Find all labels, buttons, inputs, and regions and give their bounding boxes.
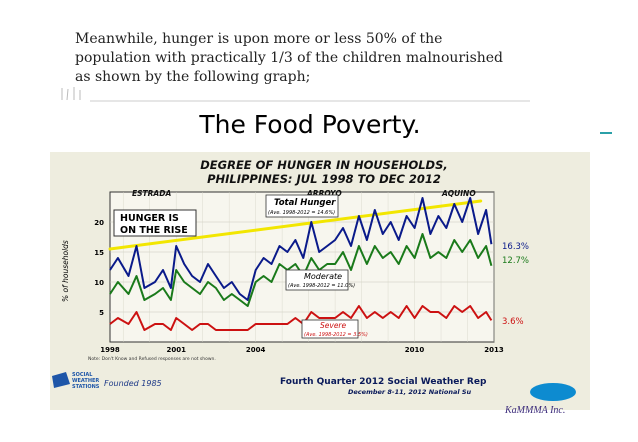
sws-logo: SOCIAL WEATHER STATIONS — [52, 372, 100, 390]
severe-label-box — [301, 319, 359, 339]
moderate-average: (Ave. 1998-2012 = 11.0%) — [288, 283, 355, 289]
y-tick-label: 20 — [94, 219, 104, 227]
total-hunger-label: Total Hunger — [274, 198, 336, 208]
x-tick-label: 2013 — [484, 346, 504, 354]
slide-title: The Food Poverty. — [199, 110, 421, 139]
y-axis-label: % of households — [61, 240, 70, 302]
x-tick-label: 2010 — [405, 346, 425, 354]
sws-logo-mark — [52, 372, 70, 388]
end-label-moderate: 12.7% — [502, 256, 529, 266]
series-line-total-hunger — [109, 197, 493, 301]
sws-logo-text-1: SOCIAL — [72, 372, 93, 378]
chart-title: DEGREE OF HUNGER IN HOUSEHOLDS, — [200, 158, 448, 172]
chart-svg: 5 10 15 20 1998 2001 2004 2010 2013 DEGREE OF H… — [52, 158, 529, 396]
total-hunger-average: (Ave. 1998-2012 = 14.6%) — [268, 210, 335, 216]
scan-edge-decoration — [61, 87, 530, 102]
period-label-aquino: AQUINO — [441, 189, 476, 198]
y-tick-label: 5 — [99, 309, 104, 317]
severe-label: Severe — [320, 321, 347, 330]
note-text: Note: Don't Know and Refused responses a… — [88, 356, 216, 362]
annotation-line-1: HUNGER IS — [120, 213, 179, 224]
total-hunger-label-box — [265, 194, 339, 218]
founded-signature: Founded 1985 — [104, 379, 162, 388]
period-label-arroyo: ARROYO — [306, 189, 342, 198]
footer-source: Fourth Quarter 2012 Social Weather Rep — [280, 377, 487, 387]
intro-paragraph: Meanwhile, hunger is upon more or less 5… — [75, 31, 504, 85]
y-tick-label: 10 — [94, 279, 104, 287]
moderate-label: Moderate — [304, 272, 342, 281]
severe-average: (Ave. 1998-2012 = 3.5%) — [304, 332, 368, 338]
end-label-total: 16.3% — [502, 242, 529, 252]
end-label-severe: 3.6% — [502, 317, 524, 327]
sws-logo-text-2: WEATHER — [72, 378, 99, 384]
x-ticks: 1998 2001 2004 2010 2013 — [100, 346, 504, 354]
annotation-line-2: ON THE RISE — [120, 225, 188, 236]
hunger-chart: 5 10 15 20 1998 2001 2004 2010 2013 DEGREE OF H… — [42, 152, 610, 417]
accent-dash — [600, 132, 612, 134]
footer-date: December 8-11, 2012 National Su — [348, 388, 472, 396]
kammma-logo-icon — [530, 383, 576, 401]
x-tick-label: 2001 — [166, 346, 186, 354]
annotation-box — [113, 209, 197, 237]
footer-brand: KaMMMA Inc. — [505, 405, 566, 416]
x-tick-label: 1998 — [100, 346, 120, 354]
sws-logo-text-3: STATIONS — [72, 384, 100, 390]
chart-subtitle: PHILIPPINES: JUL 1998 TO DEC 2012 — [207, 172, 441, 186]
y-tick-label: 15 — [94, 249, 104, 257]
y-ticks: 5 10 15 20 — [94, 219, 104, 317]
x-tick-label: 2004 — [246, 346, 266, 354]
period-label-estrada: ESTRADA — [132, 189, 171, 198]
moderate-label-box — [285, 269, 349, 291]
